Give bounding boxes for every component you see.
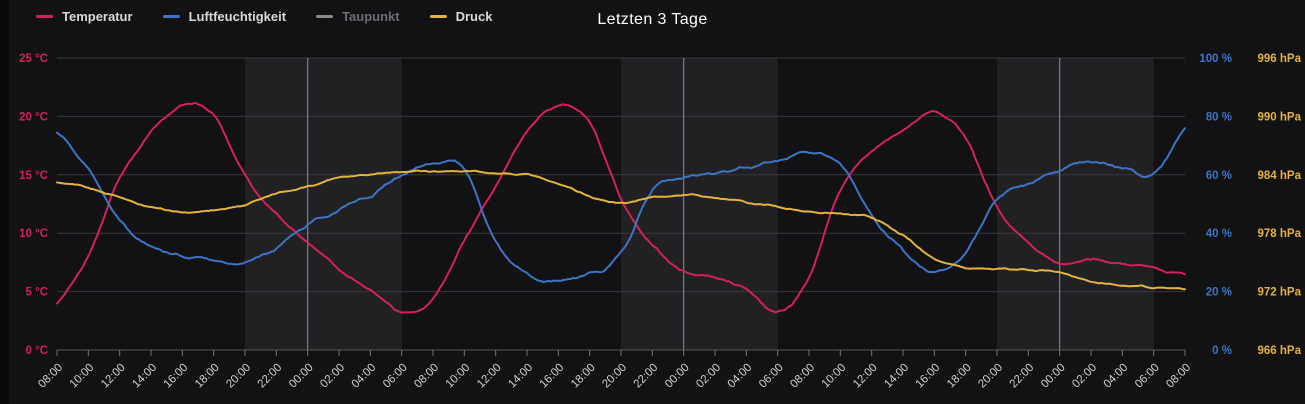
x-tick-label: 10:00 [68,362,97,391]
legend-swatch-taupunkt [316,15,334,18]
x-tick-label: 18:00 [193,362,222,391]
y-axis-temperature-tick-label: 20 °C [19,111,48,123]
x-tick-label: 02:00 [694,362,723,391]
series-line-temperatur [56,101,1186,314]
x-tick-label: 08:00 [1164,362,1193,391]
panel-edge [0,0,9,404]
legend-label: Temperatur [62,9,133,24]
legend-item-druck[interactable]: Druck [429,9,493,24]
legend-label: Taupunkt [342,9,400,24]
x-tick-label: 04:00 [350,362,379,391]
x-tick-label: 00:00 [1039,362,1068,391]
x-tick-label: 18:00 [945,362,974,391]
y-axis-humidity-tick-label: 40 % [1206,228,1232,240]
x-tick-label: 02:00 [318,362,347,391]
x-tick-label: 08:00 [36,362,65,391]
x-tick-label: 14:00 [882,362,911,391]
x-tick-label: 14:00 [506,362,535,391]
series-line-druck [56,169,1186,291]
legend-item-taupunkt[interactable]: Taupunkt [316,10,400,23]
y-axis-humidity-tick-label: 20 % [1206,287,1232,299]
legend-item-temperatur[interactable]: Temperatur [36,10,133,23]
y-axis-pressure-tick-label: 996 hPa [1258,53,1302,65]
night-band [997,58,1154,350]
x-tick-label: 20:00 [224,362,253,391]
legend-label: Druck [455,9,493,24]
y-axis-humidity: 0 % 20 % 40 % 60 % 80 % 100 % [1199,53,1232,357]
night-bands [245,58,1154,350]
x-tick-label: 08:00 [788,362,817,391]
x-tick-label: 04:00 [1102,362,1131,391]
x-tick-label: 06:00 [381,362,410,391]
y-axis-humidity-tick-label: 0 % [1212,345,1232,357]
x-tick-label: 06:00 [1133,362,1162,391]
y-axis-pressure-tick-label: 978 hPa [1258,228,1302,240]
legend-swatch-druck [429,15,447,18]
y-axis-temperature: 0 °C 5 °C 10 °C 15 °C 20 °C 25 °C [19,53,48,357]
y-axis-temperature-tick-label: 10 °C [19,228,48,240]
x-tick-label: 22:00 [256,362,285,391]
y-axis-pressure-tick-label: 966 hPa [1258,345,1302,357]
x-tick-label: 12:00 [99,362,128,391]
y-axis-temperature-tick-label: 0 °C [26,345,49,357]
y-axis-temperature-tick-label: 5 °C [26,287,49,299]
y-axis-pressure-tick-label: 990 hPa [1258,111,1302,123]
x-tick-label: 16:00 [914,362,943,391]
y-axis-temperature-tick-label: 25 °C [19,53,48,65]
x-tick-label: 16:00 [162,362,191,391]
y-axis-humidity-tick-label: 100 % [1199,53,1232,65]
x-tick-label: 10:00 [820,362,849,391]
x-tick-label: 06:00 [757,362,786,391]
series-line-luftfeuchtigkeit [56,127,1186,284]
chart-title: Letzten 3 Tage [597,11,708,28]
x-tick-label: 12:00 [851,362,880,391]
x-tick-label: 04:00 [726,362,755,391]
x-tick-label: 16:00 [538,362,567,391]
series-lines [56,101,1186,314]
x-tick-label: 12:00 [475,362,504,391]
x-tick-label: 22:00 [1008,362,1037,391]
x-tick-label: 22:00 [632,362,661,391]
night-band [245,58,402,350]
y-axis-humidity-tick-label: 80 % [1206,111,1232,123]
y-axis-pressure-tick-label: 972 hPa [1258,287,1302,299]
legend-swatch-luftfeuchtigkeit [162,15,180,18]
y-axis-pressure: 966 hPa 972 hPa 978 hPa 984 hPa 990 hPa 996 h… [1258,53,1302,357]
x-tick-label: 20:00 [976,362,1005,391]
x-tick-label: 10:00 [444,362,473,391]
x-tick-label: 00:00 [663,362,692,391]
y-axis-temperature-tick-label: 15 °C [19,170,48,182]
legend-item-luftfeuchtigkeit[interactable]: Luftfeuchtigkeit [162,9,287,24]
x-tick-label: 14:00 [130,362,159,391]
y-axis-humidity-tick-label: 60 % [1206,170,1232,182]
x-axis: 08:00 10:00 12:00 14:00 16:00 18:00 20:00 22:00… [36,349,1193,391]
x-tick-label: 20:00 [600,362,629,391]
legend-swatch-temperatur [36,15,53,18]
x-tick-label: 00:00 [287,362,316,391]
legend-label: Luftfeuchtigkeit [188,9,287,24]
x-tick-label: 18:00 [569,362,598,391]
y-axis-pressure-tick-label: 984 hPa [1258,170,1302,182]
legend: Temperatur Luftfeuchtigkeit Taupunkt Druck [36,10,492,23]
x-tick-label: 08:00 [412,362,441,391]
x-tick-label: 02:00 [1070,362,1099,391]
